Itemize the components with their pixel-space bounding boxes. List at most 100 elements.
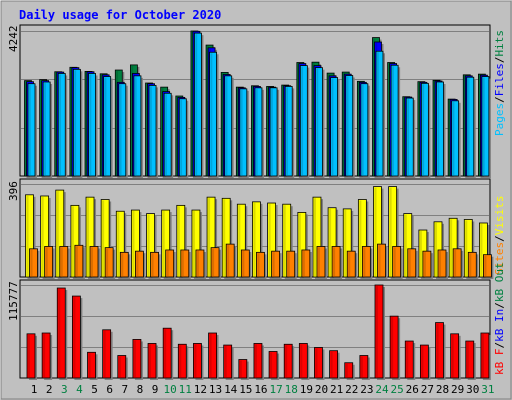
day-label: 23 <box>360 383 373 396</box>
legend-separator: / <box>493 342 506 349</box>
sites-bar <box>316 246 326 278</box>
sites-bar <box>59 246 69 278</box>
kbytes-bar-edge <box>149 344 152 377</box>
visits-bar-edge <box>162 211 165 276</box>
sites-bar <box>180 249 190 278</box>
kbytes-bar-edge <box>421 346 424 377</box>
pages-bar <box>345 75 354 177</box>
pages-bar-edge <box>165 94 167 175</box>
pages-bar <box>88 73 96 177</box>
pages-bar-edge <box>346 76 349 175</box>
pages-bar <box>269 87 278 177</box>
sites-bar <box>482 254 492 278</box>
sites-bar <box>240 249 250 278</box>
sites-bar <box>452 248 462 278</box>
pages-bar <box>390 64 399 177</box>
kbytes-bar <box>435 322 444 379</box>
kbytes-bar-edge <box>133 340 136 377</box>
sites-bar <box>195 249 205 278</box>
pages-bar <box>133 75 142 177</box>
kbytes-bar-edge <box>360 356 363 377</box>
sites-bar-edge <box>454 249 457 276</box>
day-label: 8 <box>137 383 144 396</box>
visits-bar-edge <box>404 214 407 276</box>
pages-bar-edge <box>240 89 243 175</box>
kbytes-bar <box>450 333 460 379</box>
kbytes-bar-edge <box>224 346 227 377</box>
day-label: 20 <box>315 383 328 396</box>
kbytes-bar <box>389 315 399 379</box>
kbytes-bar-edge <box>194 344 197 377</box>
legend-kb-in: kB In <box>493 309 506 342</box>
legend-visits-sites: Sites/Visits <box>493 196 506 276</box>
kbytes-bar-edge <box>58 289 61 377</box>
sites-bar-edge <box>166 250 169 276</box>
visits-bar-edge <box>480 223 483 276</box>
pages-bar <box>224 75 233 177</box>
sites-bar-edge <box>181 250 184 276</box>
kbytes-bar-edge <box>345 363 348 377</box>
visits-bar-edge <box>41 196 44 276</box>
sites-bar <box>286 250 296 278</box>
pages-bar-edge <box>376 52 379 176</box>
visits-bar-edge <box>298 213 301 276</box>
pages-bar <box>103 76 112 177</box>
pages-bar-edge <box>104 77 107 175</box>
pages-bar <box>481 76 490 177</box>
pages-bar-edge <box>59 74 62 175</box>
visits-bar-edge <box>329 208 332 276</box>
day-label: 26 <box>406 383 419 396</box>
sites-bar-edge <box>136 252 139 276</box>
visits-bar-edge <box>177 206 180 276</box>
day-label: 5 <box>91 383 98 396</box>
day-label: 1 <box>31 383 38 396</box>
pages-bar <box>405 97 414 177</box>
sites-bar <box>89 246 99 278</box>
pages-bar <box>27 83 36 177</box>
chart-title: Daily usage for October 2020 <box>19 8 221 22</box>
pages-bar <box>375 50 384 177</box>
pages-bar <box>209 51 217 177</box>
kbytes-bar <box>359 355 369 379</box>
pages-bar <box>148 85 157 177</box>
pages-bar-edge <box>407 99 409 175</box>
kbytes-bar-edge <box>375 286 378 377</box>
sites-bar-edge <box>227 245 230 276</box>
visits-bar-edge <box>283 205 286 276</box>
kbytes-bar-edge <box>270 352 273 377</box>
day-label: 10 <box>164 383 177 396</box>
sites-bar <box>74 244 84 278</box>
pages-bar <box>118 83 127 177</box>
day-label: 4 <box>76 383 83 396</box>
kbytes-bar-edge <box>300 344 303 377</box>
sites-bar <box>210 247 220 278</box>
pages-bar <box>330 77 339 177</box>
bars <box>24 30 494 380</box>
day-label: 30 <box>466 383 479 396</box>
visits-bar-edge <box>374 187 377 276</box>
day-label: 14 <box>224 383 238 396</box>
kbytes-bar <box>71 295 81 379</box>
kbytes-bar <box>238 359 248 379</box>
kbytes-bar-edge <box>254 344 257 377</box>
day-label: 13 <box>209 383 222 396</box>
day-label: 19 <box>300 383 313 396</box>
pages-bar-edge <box>331 78 334 175</box>
pages-bar-edge <box>452 101 455 175</box>
day-labels: 1 2 3 4 5 6 7 8 9 10 11 12 13 14 15 16 17 18 19 20 21 22 23 24 2… <box>31 383 495 396</box>
kbytes-bar-edge <box>43 334 46 377</box>
kbytes-bar-edge <box>481 334 484 377</box>
kbytes-bar-edge <box>315 348 318 377</box>
pages-bar-edge <box>301 66 304 175</box>
sites-bar-edge <box>287 252 290 276</box>
visits-bar-edge <box>223 199 226 276</box>
sites-bar-edge <box>75 246 78 276</box>
sites-bar-edge <box>121 253 124 276</box>
kbytes-bar-edge <box>451 334 454 377</box>
day-label: 16 <box>254 383 267 396</box>
sites-bar-edge <box>45 247 48 276</box>
day-label: 27 <box>421 383 434 396</box>
kbytes-bar <box>283 343 293 379</box>
sites-bar <box>301 249 311 278</box>
